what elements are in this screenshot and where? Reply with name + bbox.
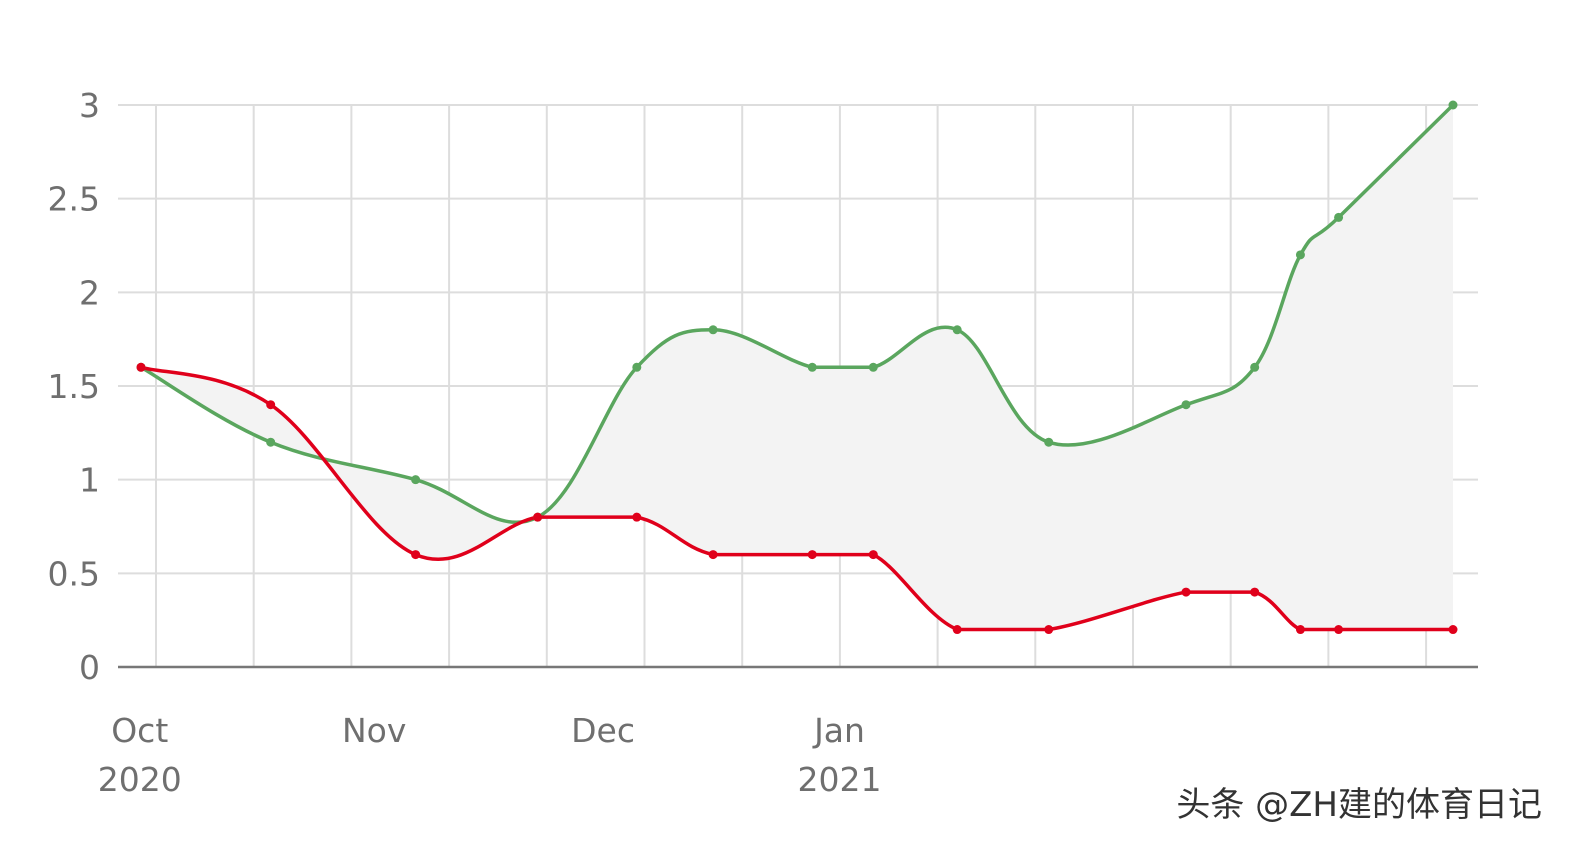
series-green-point	[1295, 250, 1305, 260]
y-tick-label: 3	[79, 86, 100, 125]
series-red-point	[1250, 587, 1260, 597]
band-fill	[141, 105, 1453, 630]
series-red-point	[1181, 587, 1191, 597]
x-tick-year-label: 2021	[798, 760, 882, 799]
series-green-point	[266, 437, 276, 447]
series-green-point	[1250, 362, 1260, 372]
y-tick-label: 2.5	[48, 180, 100, 219]
series-green-point	[952, 325, 962, 335]
series-red-point	[952, 625, 962, 635]
series-red-point	[411, 550, 421, 560]
x-tick-year-label: 2020	[98, 760, 182, 799]
series-red-line	[140, 365, 1453, 632]
x-tick-label: Oct	[111, 711, 168, 750]
series-red-point	[1295, 625, 1305, 635]
x-tick-label: Nov	[342, 711, 406, 750]
y-tick-label: 1	[79, 461, 100, 500]
series-green-point	[1044, 437, 1054, 447]
series-red-point	[136, 362, 146, 372]
y-tick-label: 2	[79, 273, 100, 312]
series-green-point	[868, 362, 878, 372]
y-tick-label: 0.5	[48, 554, 100, 593]
series-green-point	[807, 362, 817, 372]
series-red-point	[1044, 625, 1054, 635]
series-green-point	[1448, 100, 1458, 110]
series-red-point	[533, 512, 543, 522]
series-green-point	[411, 475, 421, 485]
series-red-point	[1334, 625, 1344, 635]
series-red-point	[1448, 625, 1458, 635]
series-red-point	[708, 550, 718, 560]
series-red-point	[632, 512, 642, 522]
series-red-point	[868, 550, 878, 560]
series-red-point	[807, 550, 817, 560]
series-green-point	[708, 325, 718, 335]
y-tick-label: 0	[79, 648, 100, 687]
y-tick-label: 1.5	[48, 367, 100, 406]
x-tick-label: Jan	[812, 711, 865, 750]
series-green-point	[632, 362, 642, 372]
series-red-point	[266, 400, 276, 410]
watermark-text: 头条 @ZH建的体育日记	[1176, 785, 1542, 825]
series-green-point	[1334, 212, 1344, 222]
series-green-point	[1181, 400, 1191, 410]
x-tick-label: Dec	[571, 711, 635, 750]
